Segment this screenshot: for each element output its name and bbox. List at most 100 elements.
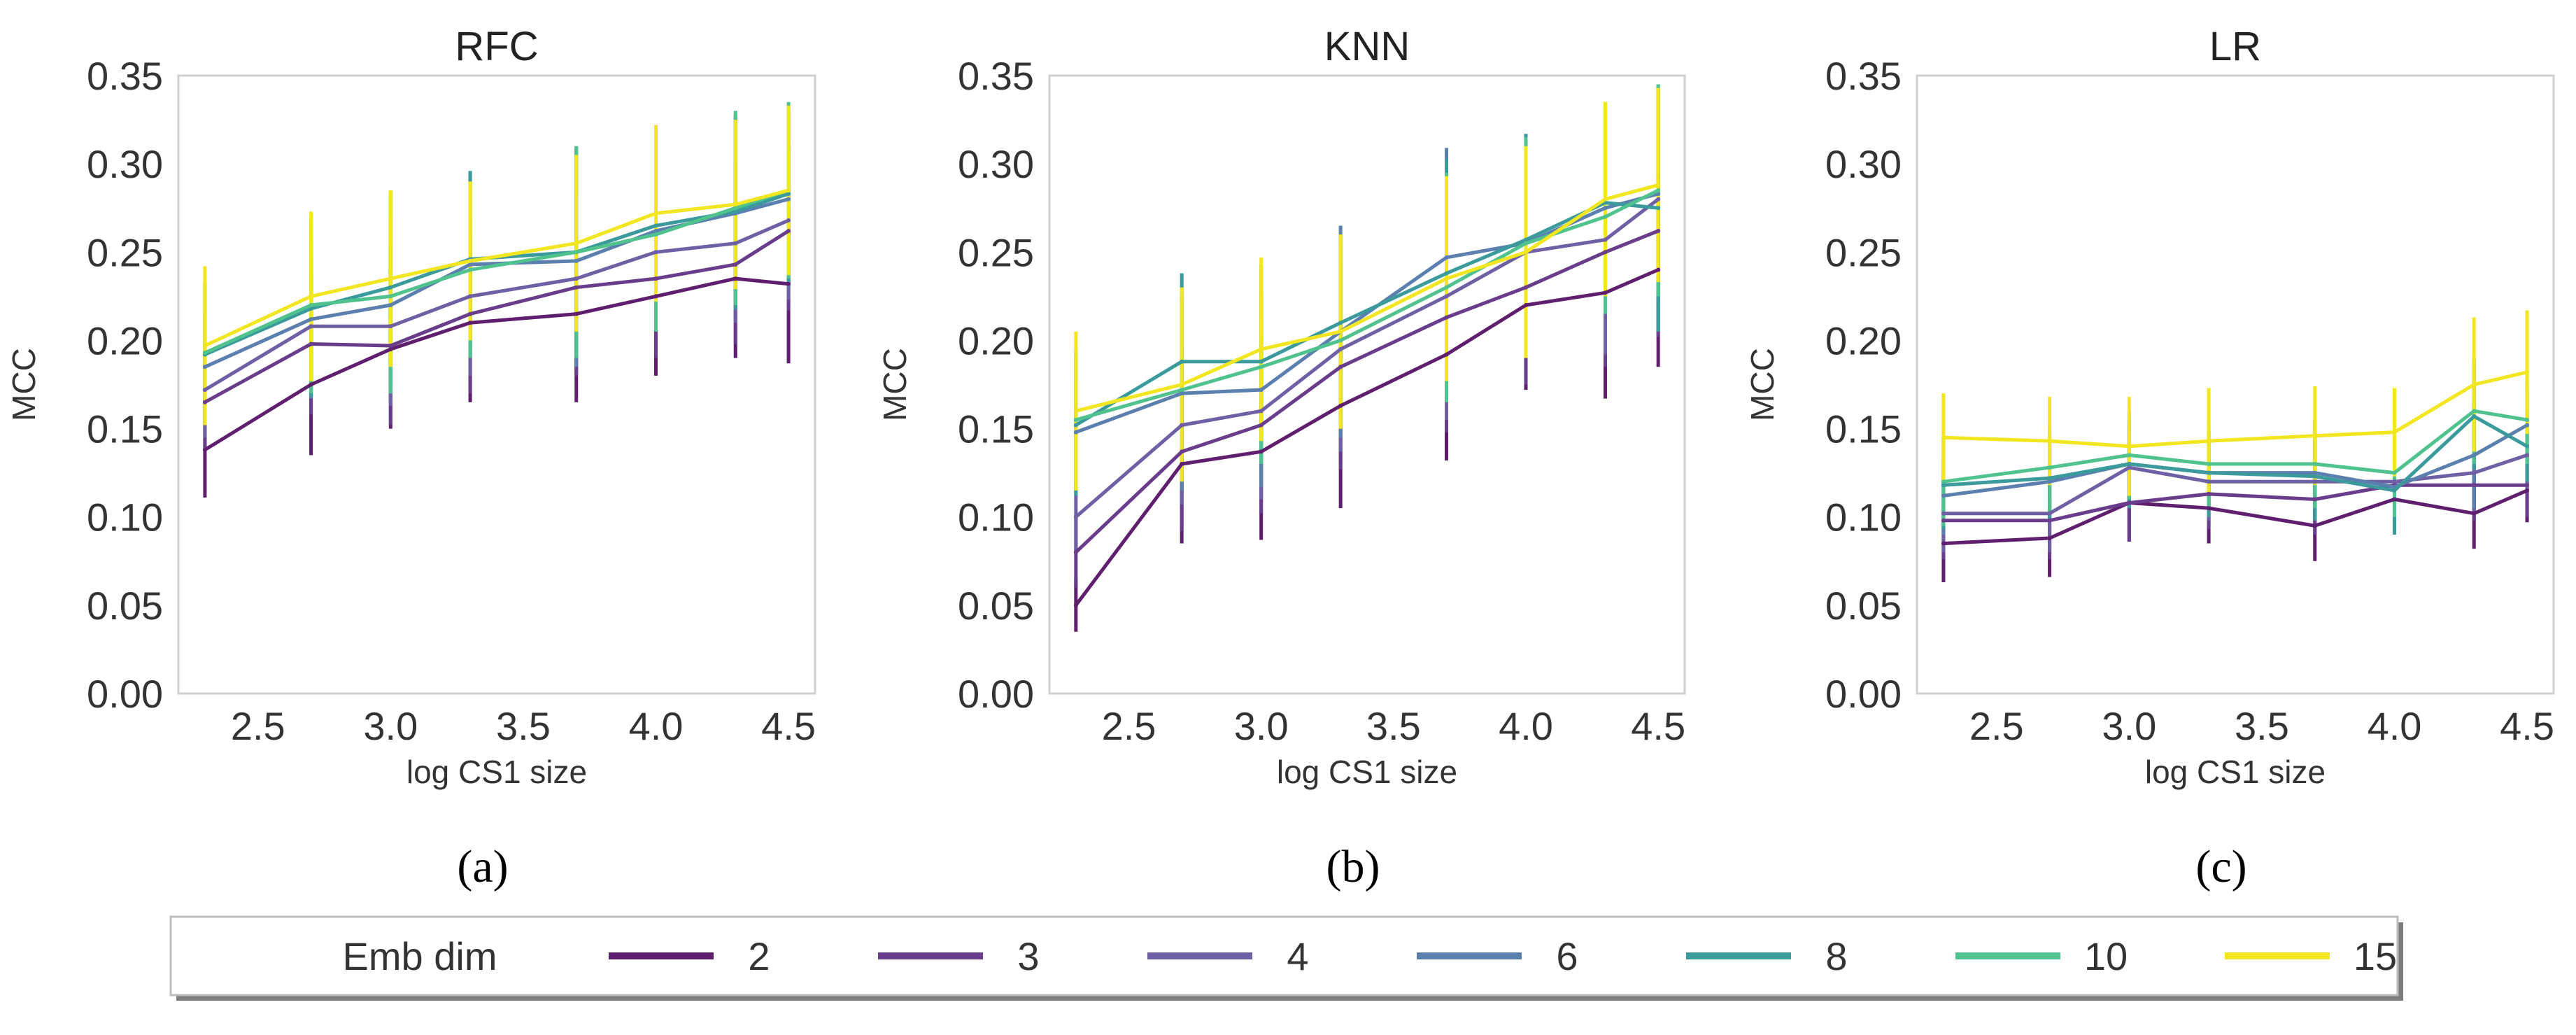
data-point	[2392, 479, 2397, 484]
data-point	[468, 311, 473, 316]
data-point	[2312, 474, 2317, 479]
data-point	[1259, 388, 1264, 393]
series-points-4	[202, 218, 791, 393]
data-point	[574, 241, 579, 246]
data-point	[2047, 479, 2052, 484]
data-point	[733, 202, 738, 207]
data-point	[2207, 506, 2211, 511]
data-point	[733, 206, 738, 211]
data-point	[653, 250, 658, 255]
data-point	[202, 388, 207, 393]
y-axis-label: MCC	[877, 348, 913, 421]
data-point	[2207, 491, 2211, 496]
data-point	[653, 223, 658, 228]
data-point	[1338, 347, 1343, 352]
data-point	[574, 311, 579, 316]
y-tick-label: 0.35	[87, 54, 163, 98]
chart-panel-1: 0.00 0.05 0.10 0.15 0.20 0.25 0.30 0.35 2.5 3.0 3.…	[6, 24, 816, 892]
plot-area	[1048, 74, 1686, 695]
data-point	[388, 302, 393, 307]
data-point	[1603, 206, 1608, 211]
data-point	[2047, 535, 2052, 540]
data-point	[653, 276, 658, 281]
data-point	[2392, 430, 2397, 435]
data-point	[1180, 423, 1184, 428]
data-point	[1073, 417, 1078, 422]
series-line-15	[204, 188, 789, 348]
data-point	[1444, 271, 1449, 276]
y-tick-label: 0.15	[87, 407, 163, 451]
data-point	[2207, 479, 2211, 484]
series-points-3	[202, 229, 791, 404]
data-point	[1444, 294, 1449, 299]
legend-label-4: 4	[1287, 934, 1308, 978]
y-tick-label: 0.20	[958, 318, 1034, 362]
data-point	[1180, 359, 1184, 364]
y-tick-label: 0.25	[87, 230, 163, 274]
data-point	[1444, 255, 1449, 260]
data-point	[1656, 188, 1661, 192]
x-tick-label: 4.0	[1499, 704, 1553, 748]
data-point	[1603, 214, 1608, 219]
data-point	[574, 250, 579, 255]
series-line-2	[1943, 488, 2528, 546]
data-point	[2127, 500, 2132, 505]
data-point	[2472, 382, 2477, 387]
legend-label-8: 8	[1825, 934, 1847, 978]
x-tick-label: 3.0	[1234, 704, 1289, 748]
data-point	[1259, 359, 1264, 364]
data-point	[309, 317, 313, 322]
chart-panels: 0.00 0.05 0.10 0.15 0.20 0.25 0.30 0.35 2.5 3.0 3.…	[6, 24, 2555, 892]
data-point	[1941, 493, 1946, 498]
data-point	[653, 211, 658, 216]
legend-label-3: 3	[1017, 934, 1039, 978]
data-point	[1259, 347, 1264, 352]
y-tick-label: 0.00	[958, 672, 1034, 716]
series-points-3	[1941, 483, 2530, 523]
series-line-6	[1075, 192, 1659, 434]
y-tick-label: 0.10	[958, 495, 1034, 540]
data-point	[2472, 483, 2477, 488]
data-point	[1656, 183, 1661, 188]
data-point	[733, 209, 738, 214]
x-tick-label: 3.5	[1366, 704, 1421, 748]
data-point	[1603, 250, 1608, 255]
data-point	[2047, 439, 2052, 444]
y-tick-label: 0.15	[958, 407, 1034, 451]
panel-label: (b)	[1326, 841, 1380, 892]
y-tick-label: 0.35	[958, 54, 1034, 98]
data-point	[1941, 511, 1946, 516]
data-point	[2127, 444, 2132, 449]
data-point	[2312, 479, 2317, 484]
data-point	[2525, 444, 2530, 449]
data-point	[1524, 285, 1528, 290]
data-point	[388, 347, 393, 352]
y-tick-label: 0.20	[87, 318, 163, 362]
y-tick-label: 0.30	[87, 142, 163, 186]
data-point	[1656, 267, 1661, 272]
data-point	[309, 342, 313, 346]
y-tick-label: 0.30	[958, 142, 1034, 186]
series-points-2	[1073, 267, 1661, 607]
data-point	[1073, 409, 1078, 414]
data-point	[1073, 603, 1078, 607]
data-point	[1073, 430, 1078, 435]
data-point	[309, 302, 313, 307]
data-point	[468, 267, 473, 272]
data-point	[1259, 449, 1264, 454]
data-point	[653, 232, 658, 237]
x-tick-label: 4.5	[761, 704, 816, 748]
y-axis-label: MCC	[1744, 348, 1781, 421]
x-tick-label: 4.0	[629, 704, 684, 748]
series-line-10	[1075, 188, 1659, 422]
data-point	[468, 258, 473, 263]
y-tick-label: 0.15	[1825, 407, 1902, 451]
series-points-2	[1941, 488, 2530, 546]
data-point	[2312, 523, 2317, 528]
data-point	[2392, 488, 2397, 493]
data-point	[733, 276, 738, 281]
series-points-10	[1073, 188, 1661, 422]
chart-title: RFC	[455, 24, 538, 69]
data-point	[786, 229, 791, 234]
